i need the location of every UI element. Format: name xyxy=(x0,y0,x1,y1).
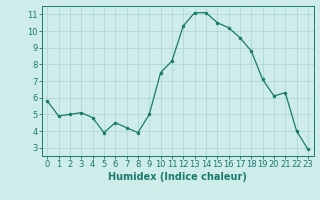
X-axis label: Humidex (Indice chaleur): Humidex (Indice chaleur) xyxy=(108,172,247,182)
